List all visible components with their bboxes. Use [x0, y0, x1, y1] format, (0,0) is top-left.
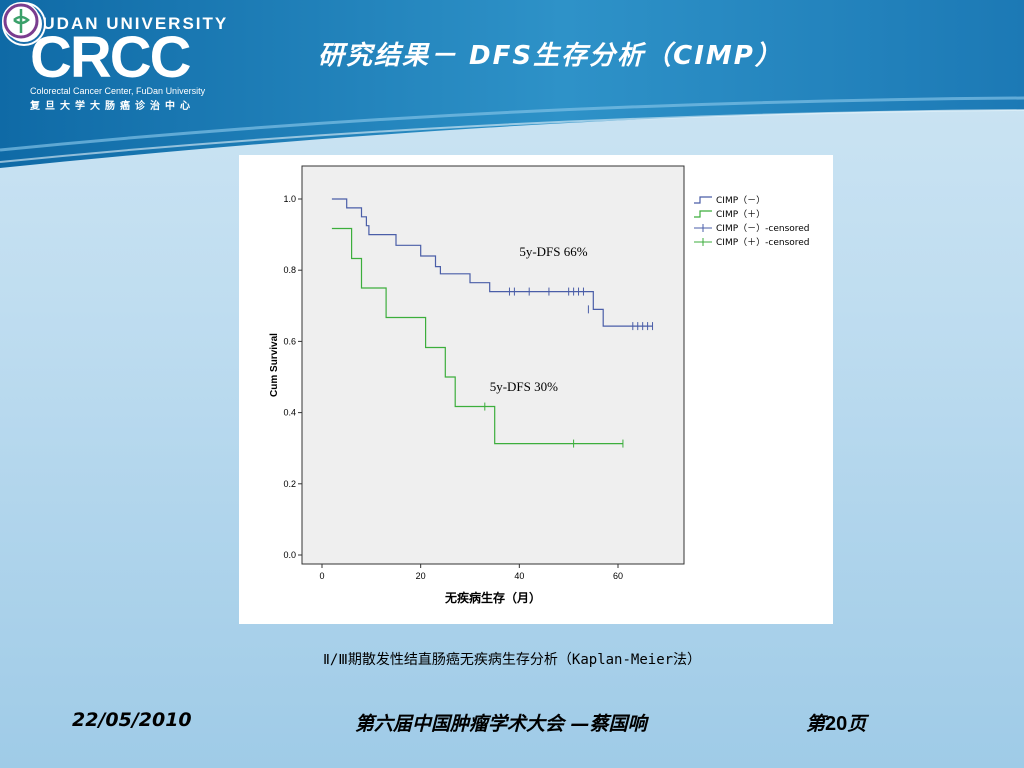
y-tick-label: 1.0: [283, 194, 296, 204]
legend-label: CIMP（＋）-censored: [716, 237, 810, 248]
legend-swatch: [694, 210, 712, 218]
legend-swatch: [694, 196, 712, 204]
hospital-emblem-icon: [2, 2, 40, 40]
y-axis-label: Cum Survival: [269, 333, 280, 397]
y-tick-label: 0.4: [283, 408, 296, 418]
km-chart-svg: 0.0 0.2 0.4 0.6 0.8 1.0 0 20 40 60 无疾病生存（月） Cum Sur…: [269, 165, 810, 605]
page-number: 20: [825, 713, 848, 735]
page-suffix: 页: [847, 713, 867, 735]
brand-logo: CRCC: [30, 25, 192, 90]
x-tick-label: 40: [514, 571, 524, 581]
x-tick-label: 60: [613, 571, 623, 581]
dfs-annotation: 5y-DFS 66%: [519, 244, 587, 259]
university-name: FUDAN UNIVERSITY: [30, 14, 229, 33]
y-tick-label: 0.6: [283, 336, 296, 346]
header-banner: [0, 0, 1024, 168]
legend-label: CIMP（＋）: [716, 209, 765, 220]
slide-title: 研究结果－ DFS生存分析（CIMP）: [318, 41, 783, 71]
km-chart: 0.0 0.2 0.4 0.6 0.8 1.0 0 20 40 60 无疾病生存（月） Cum Sur…: [239, 155, 833, 624]
x-tick-label: 20: [416, 571, 426, 581]
legend-label: CIMP（－）: [716, 195, 765, 206]
y-tick-label: 0.2: [283, 479, 296, 489]
chart-caption: Ⅱ/Ⅲ期散发性结直肠癌无疾病生存分析（Kaplan-Meier法）: [322, 652, 702, 668]
survival-curve: [331, 227, 623, 445]
legend-label: CIMP（－）-censored: [716, 223, 810, 234]
dfs-annotation: 5y-DFS 30%: [490, 379, 558, 394]
x-tick-label: 0: [319, 571, 324, 581]
footer-conference: 第六届中国肿瘤学术大会 —蔡国响: [355, 713, 647, 735]
footer-page: 第20页: [806, 709, 866, 736]
center-name-en: Colorectal Cancer Center, FuDan Universi…: [30, 86, 206, 96]
y-tick-label: 0.0: [283, 550, 296, 560]
plot-area: [301, 165, 685, 565]
footer-date: 22/05/2010: [72, 709, 192, 731]
survival-curve: [331, 198, 653, 327]
page-prefix: 第: [806, 713, 826, 735]
slide-header: FUDAN UNIVERSITY CRCC Colorectal Cancer …: [0, 0, 1024, 175]
center-name-cn: 复旦大学大肠癌诊治中心: [30, 101, 195, 112]
y-tick-label: 0.8: [283, 265, 296, 275]
x-axis-label: 无疾病生存（月）: [444, 590, 541, 605]
